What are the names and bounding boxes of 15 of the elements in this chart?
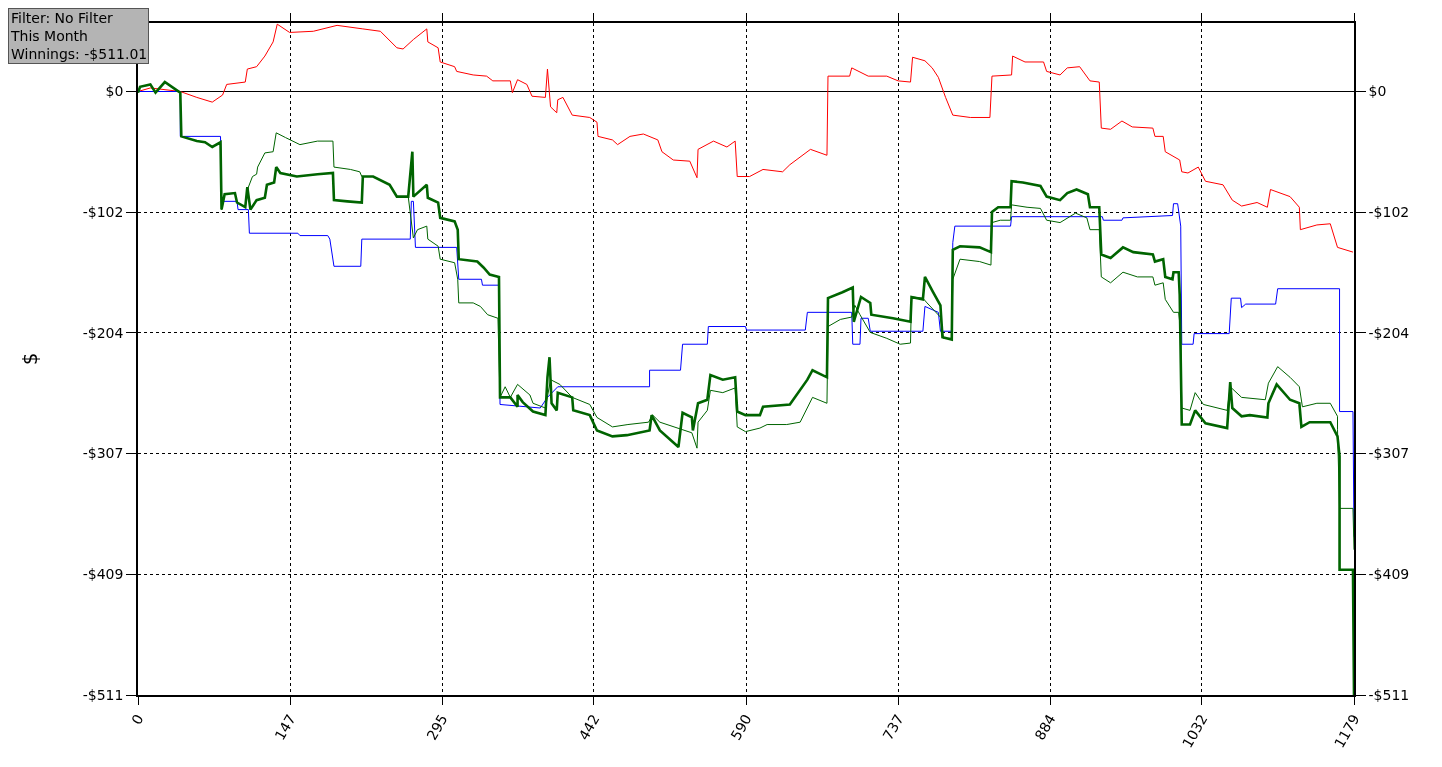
y-tick-label: -$204 [82, 324, 124, 341]
y2-tick-label: -$409 [1368, 566, 1410, 583]
y2-tick-label: -$102 [1368, 204, 1410, 221]
y-tick-label: -$102 [82, 204, 124, 221]
y2-tick-label: $0 [1368, 83, 1387, 100]
y-tick-label: -$409 [82, 566, 124, 583]
y-tick-label: -$307 [82, 445, 124, 462]
y-tick-label: -$511 [82, 686, 124, 703]
y2-tick-label: -$511 [1368, 686, 1410, 703]
y2-tick-label: -$307 [1368, 445, 1410, 462]
annotation: Filter: No Filter This Month Winnings: -$511.01 [10, 10, 148, 63]
y2-tick-label: -$204 [1368, 324, 1410, 341]
x-tick-label: 0 [128, 711, 147, 728]
y-axis-title: $ [17, 352, 42, 366]
y-tick-label: $0 [105, 83, 124, 100]
